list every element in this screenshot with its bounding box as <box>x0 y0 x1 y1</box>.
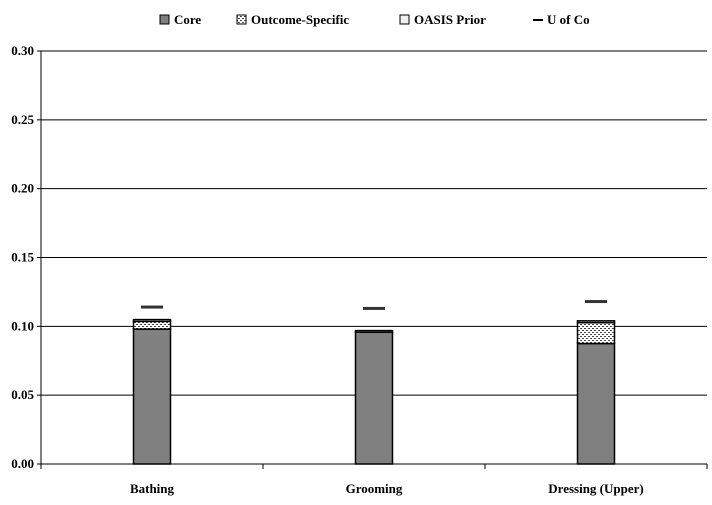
legend-swatch <box>236 14 247 25</box>
bar-segment-outcome-specific <box>132 320 172 330</box>
legend-swatch <box>399 14 410 25</box>
bar-segment-oasis-prior <box>576 320 616 324</box>
bar-segment-core <box>132 328 172 465</box>
y-tick-label: 0.30 <box>11 43 34 58</box>
legend-label: Core <box>174 12 201 27</box>
legend: Core Outcome-Specific OASIS Prior U of Co <box>159 12 590 27</box>
legend-label: OASIS Prior <box>414 12 486 27</box>
bar-segment-oasis-prior <box>354 329 394 334</box>
y-tick-label: 0.25 <box>11 112 34 127</box>
y-tick-label: 0.05 <box>11 387 34 402</box>
u-of-co-marker <box>363 306 385 310</box>
legend-label: Outcome-Specific <box>251 12 349 27</box>
bar-segment-core <box>576 342 616 465</box>
y-tick-label: 0.20 <box>11 181 34 196</box>
legend-label: U of Co <box>547 12 590 27</box>
u-of-co-marker <box>141 305 163 309</box>
bar-segment-outcome-specific <box>576 321 616 345</box>
bar-segment-oasis-prior <box>132 318 172 323</box>
y-tick-label: 0.00 <box>11 456 34 471</box>
x-tick-label: Dressing (Upper) <box>548 481 643 496</box>
x-tick-label: Bathing <box>130 481 175 496</box>
legend-swatch <box>159 14 170 25</box>
bar-segment-core <box>354 331 394 465</box>
x-tick-label: Grooming <box>346 481 403 496</box>
y-tick-label: 0.10 <box>11 318 34 333</box>
y-tick-label: 0.15 <box>11 250 34 265</box>
legend-swatch-u-of-co <box>533 19 543 21</box>
u-of-co-marker <box>585 300 607 304</box>
